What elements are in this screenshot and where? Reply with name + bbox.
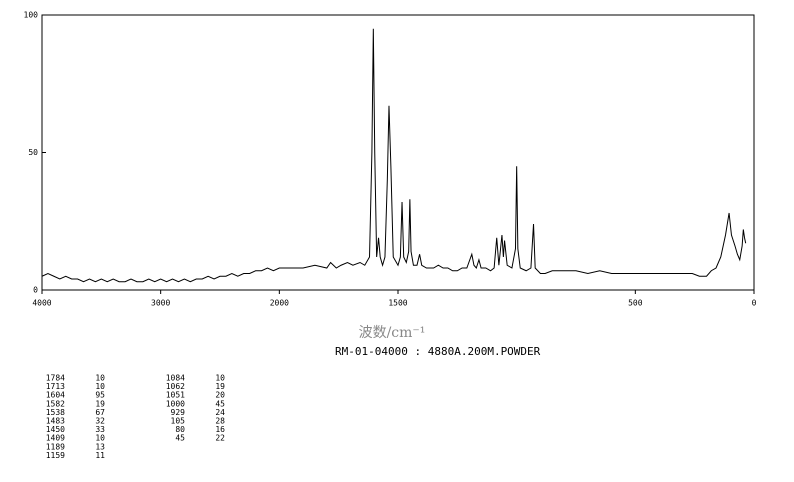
peak-wavenumber: 1784 bbox=[46, 374, 65, 383]
y-tick-label: 50 bbox=[28, 148, 38, 157]
peak-wavenumber: 80 bbox=[175, 425, 185, 434]
peak-intensity: 10 bbox=[215, 374, 225, 383]
peak-intensity: 19 bbox=[95, 399, 105, 408]
x-tick-label: 2000 bbox=[270, 299, 289, 308]
spectrum-line bbox=[41, 28, 747, 283]
peak-wavenumber: 1189 bbox=[46, 442, 65, 451]
peak-wavenumber: 1409 bbox=[46, 434, 65, 443]
peak-wavenumber: 1159 bbox=[46, 451, 65, 460]
peak-intensity: 95 bbox=[95, 391, 105, 400]
peak-intensity: 67 bbox=[95, 408, 105, 417]
peak-intensity: 28 bbox=[215, 417, 225, 426]
peak-wavenumber: 1062 bbox=[166, 382, 185, 391]
peak-intensity: 13 bbox=[95, 442, 105, 451]
subtitle: RM-01-04000 : 4880A.200M.POWDER bbox=[335, 345, 541, 358]
x-tick-label: 3000 bbox=[151, 299, 170, 308]
x-axis-label: 波数/cm⁻¹ bbox=[359, 325, 426, 341]
peak-intensity: 10 bbox=[95, 374, 105, 383]
peak-wavenumber: 929 bbox=[171, 408, 186, 417]
peak-wavenumber: 1084 bbox=[166, 374, 185, 383]
y-tick-label: 100 bbox=[24, 11, 39, 20]
x-tick-label: 0 bbox=[752, 299, 757, 308]
peak-wavenumber: 1713 bbox=[46, 382, 65, 391]
y-tick-label: 0 bbox=[33, 286, 38, 295]
x-tick-label: 500 bbox=[628, 299, 643, 308]
peak-wavenumber: 1538 bbox=[46, 408, 65, 417]
peak-wavenumber: 1582 bbox=[46, 399, 65, 408]
x-tick-label: 1500 bbox=[388, 299, 407, 308]
peak-wavenumber: 1051 bbox=[166, 391, 185, 400]
peak-wavenumber: 105 bbox=[171, 417, 186, 426]
peak-intensity: 33 bbox=[95, 425, 105, 434]
peak-intensity: 45 bbox=[215, 399, 225, 408]
peak-wavenumber: 1000 bbox=[166, 399, 185, 408]
peak-intensity: 10 bbox=[95, 434, 105, 443]
x-tick-label: 4000 bbox=[32, 299, 51, 308]
peak-intensity: 19 bbox=[215, 382, 225, 391]
peak-intensity: 11 bbox=[95, 451, 105, 460]
peak-wavenumber: 45 bbox=[175, 434, 185, 443]
plot-frame bbox=[41, 14, 755, 291]
peak-intensity: 32 bbox=[95, 417, 105, 426]
peak-wavenumber: 1483 bbox=[46, 417, 65, 426]
peak-intensity: 20 bbox=[215, 391, 225, 400]
peak-wavenumber: 1450 bbox=[46, 425, 65, 434]
peak-wavenumber: 1604 bbox=[46, 391, 65, 400]
peak-intensity: 10 bbox=[95, 382, 105, 391]
peak-intensity: 22 bbox=[215, 434, 225, 443]
peak-intensity: 16 bbox=[215, 425, 225, 434]
peak-intensity: 24 bbox=[215, 408, 225, 417]
